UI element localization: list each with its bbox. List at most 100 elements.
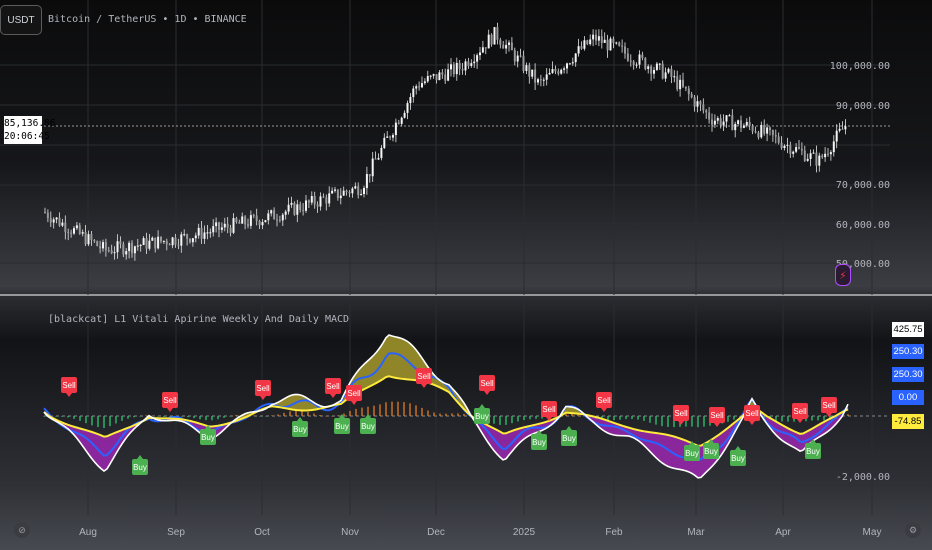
candle-body (647, 66, 650, 69)
candle-body (716, 118, 719, 121)
candle-body (725, 115, 728, 122)
candle-body (365, 174, 368, 189)
candle-body (174, 237, 177, 245)
signal-box (744, 405, 760, 421)
candle-body (513, 50, 516, 62)
signal-box (541, 401, 557, 417)
candle-body (168, 244, 171, 246)
candle-body (244, 216, 247, 225)
candle-body (838, 128, 841, 131)
sell-signal: Sell (61, 377, 77, 397)
candle-body (133, 246, 136, 254)
gear-icon[interactable]: ⚙ (905, 522, 921, 538)
candle-body (592, 34, 595, 40)
candle-body (789, 144, 792, 154)
macd-indicator (43, 334, 849, 479)
candle-body (609, 38, 612, 51)
histogram-bar (697, 416, 699, 428)
candle-body (96, 241, 99, 247)
histogram-bar (157, 416, 159, 417)
candle-body (342, 190, 345, 196)
histogram-bar (631, 416, 633, 419)
candle-body (821, 155, 824, 158)
tradingview-logo-icon[interactable]: ⊘ (14, 522, 30, 538)
histogram-bar (169, 416, 171, 417)
candle-body (841, 128, 844, 130)
candle-body (589, 39, 592, 45)
candle-body (400, 117, 403, 124)
candle-body (316, 204, 319, 207)
histogram-bar (325, 415, 327, 417)
candle-body (774, 135, 777, 137)
macd-area (398, 337, 401, 379)
candle-body (629, 60, 632, 62)
candle-body (287, 204, 290, 212)
macd-area (389, 335, 392, 378)
buy-signal: Buy (360, 414, 376, 434)
signal-arrow (678, 421, 684, 425)
candle-body (655, 63, 658, 70)
macd-area (677, 437, 680, 470)
candle-body (267, 213, 270, 221)
candle-body (55, 217, 58, 220)
candle-body (334, 189, 336, 191)
candle-body (745, 121, 748, 126)
macd-area (791, 429, 794, 448)
macd-area (680, 438, 683, 471)
candle-body (490, 34, 493, 45)
time-label-sep: Sep (167, 527, 185, 538)
candle-body (621, 45, 624, 47)
candle-body (110, 250, 113, 254)
histogram-bar (649, 416, 651, 423)
histogram-bar (61, 416, 63, 417)
lightning-icon[interactable]: ⚡ (835, 264, 851, 286)
candle-body (444, 74, 447, 81)
signal-arrow (297, 417, 303, 421)
candle-body (696, 101, 699, 107)
histogram-bar (253, 415, 255, 417)
histogram-bar (643, 416, 645, 421)
candle-body (345, 190, 348, 192)
histogram-bar (121, 416, 123, 421)
signal-arrow (484, 391, 490, 395)
time-label-may: May (862, 527, 882, 538)
macd-area (653, 432, 656, 458)
macd-area (809, 428, 812, 445)
candle-body (148, 240, 151, 249)
candle-body (760, 124, 763, 138)
candle-body (435, 74, 438, 81)
candle-body (531, 69, 534, 77)
macd-area (656, 433, 659, 461)
histogram-bar (781, 416, 783, 422)
candle-body (557, 71, 560, 74)
histogram-bar (199, 416, 201, 420)
countdown-timer: 20:06:45 (4, 131, 50, 142)
signal-line (43, 375, 849, 447)
price-label-90000: 90,000.00 (835, 101, 890, 112)
histogram-bar (613, 416, 615, 421)
candle-body (177, 244, 180, 246)
candle-body (426, 76, 429, 82)
candle-body (702, 104, 705, 111)
histogram-bar (391, 401, 393, 416)
histogram-bar (373, 405, 375, 416)
macd-area (725, 427, 728, 450)
candle-body (212, 226, 215, 233)
histogram-bar (343, 413, 345, 416)
macd-area (572, 407, 575, 414)
price-label-70000: 70,000.00 (835, 180, 890, 191)
candle-body (183, 234, 186, 236)
histogram-bar (517, 416, 519, 422)
currency-badge[interactable]: USDT (0, 5, 42, 35)
macd-area (569, 406, 572, 414)
signal-text: Sell (347, 389, 361, 398)
candle-body (113, 252, 116, 254)
candle-body (664, 72, 667, 79)
signal-arrow (546, 417, 552, 421)
candle-body (194, 235, 197, 239)
candle-body (157, 236, 160, 249)
sell-signal: Sell (744, 405, 760, 425)
candle-body (226, 223, 229, 228)
histogram-bar (817, 416, 819, 421)
